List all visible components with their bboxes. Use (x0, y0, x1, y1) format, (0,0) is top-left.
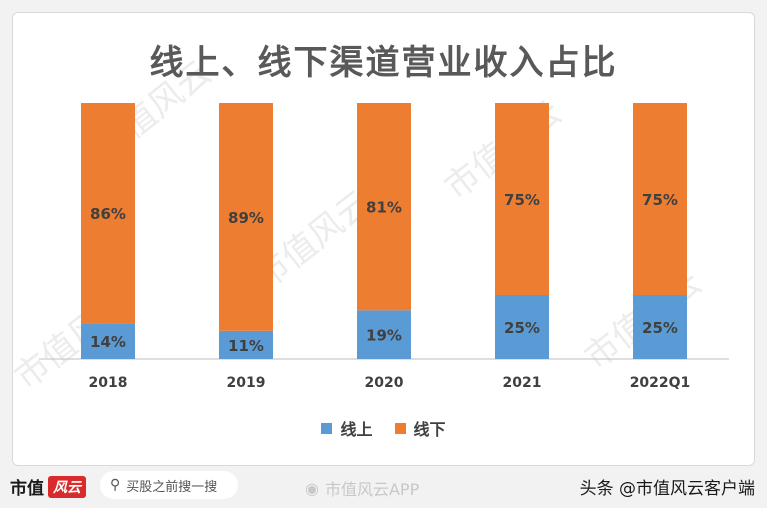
brand-logo: 市值 风云 (10, 474, 86, 499)
weibo-watermark: ◉ 市值风云APP (305, 476, 419, 500)
bar-segment-online (495, 295, 549, 359)
data-label: 75% (642, 191, 678, 209)
x-tick-label: 2019 (227, 375, 266, 391)
weibo-text: 市值风云APP (324, 480, 420, 499)
data-label: 25% (504, 319, 540, 337)
legend-swatch-online (321, 422, 333, 434)
search-input[interactable]: ⚲ 买股之前搜一搜 (100, 471, 238, 499)
search-placeholder: 买股之前搜一搜 (126, 479, 218, 495)
legend-item-online: 线上 (321, 416, 373, 440)
x-tick-label: 2022Q1 (630, 375, 691, 391)
search-icon: ⚲ (110, 477, 121, 493)
bar-segment-online (633, 295, 687, 359)
bar-segment-online (81, 323, 135, 359)
x-tick-label: 2021 (503, 375, 542, 391)
data-label: 25% (642, 319, 678, 337)
legend-label-online: 线上 (340, 420, 373, 439)
bar-segment-offline (633, 103, 687, 295)
weibo-icon: ◉ (305, 478, 319, 498)
data-label: 86% (90, 205, 126, 223)
bar-segment-offline (81, 103, 135, 324)
footer-bar: 市值 风云 ⚲ 买股之前搜一搜 ◉ 市值风云APP 头条 @市值风云客户端 (0, 464, 767, 508)
legend-label-offline: 线下 (413, 420, 446, 439)
data-label: 11% (228, 337, 264, 355)
data-label: 75% (504, 191, 540, 209)
data-label: 19% (366, 327, 402, 345)
data-label: 81% (366, 199, 402, 217)
legend: 线上 线下 (13, 416, 754, 440)
chart-card: 市值风云 市值风云 市值风云 市值风云 市值风云 线上、线下渠道营业收入占比 1… (12, 12, 755, 466)
x-tick-label: 2018 (89, 375, 128, 391)
data-label: 14% (90, 333, 126, 351)
toutiao-credit: 头条 @市值风云客户端 (579, 479, 755, 499)
bar-segment-online (219, 330, 273, 359)
x-tick-label: 2020 (365, 375, 404, 391)
brand-text: 市值 (10, 479, 44, 499)
bar-segment-offline (495, 103, 549, 295)
legend-swatch-offline (394, 422, 406, 434)
stacked-bar-chart: 14% 86% 2018 11% 89% 2019 19% 81% 2020 25% 75% 2021… (39, 103, 729, 391)
chart-title: 线上、线下渠道营业收入占比 (149, 43, 618, 83)
bar-segment-offline (357, 103, 411, 311)
legend-item-offline: 线下 (394, 416, 446, 440)
brand-badge: 风云 (48, 475, 86, 498)
data-label: 89% (228, 209, 264, 227)
bar-segment-offline (219, 103, 273, 331)
bar-segment-online (357, 310, 411, 359)
